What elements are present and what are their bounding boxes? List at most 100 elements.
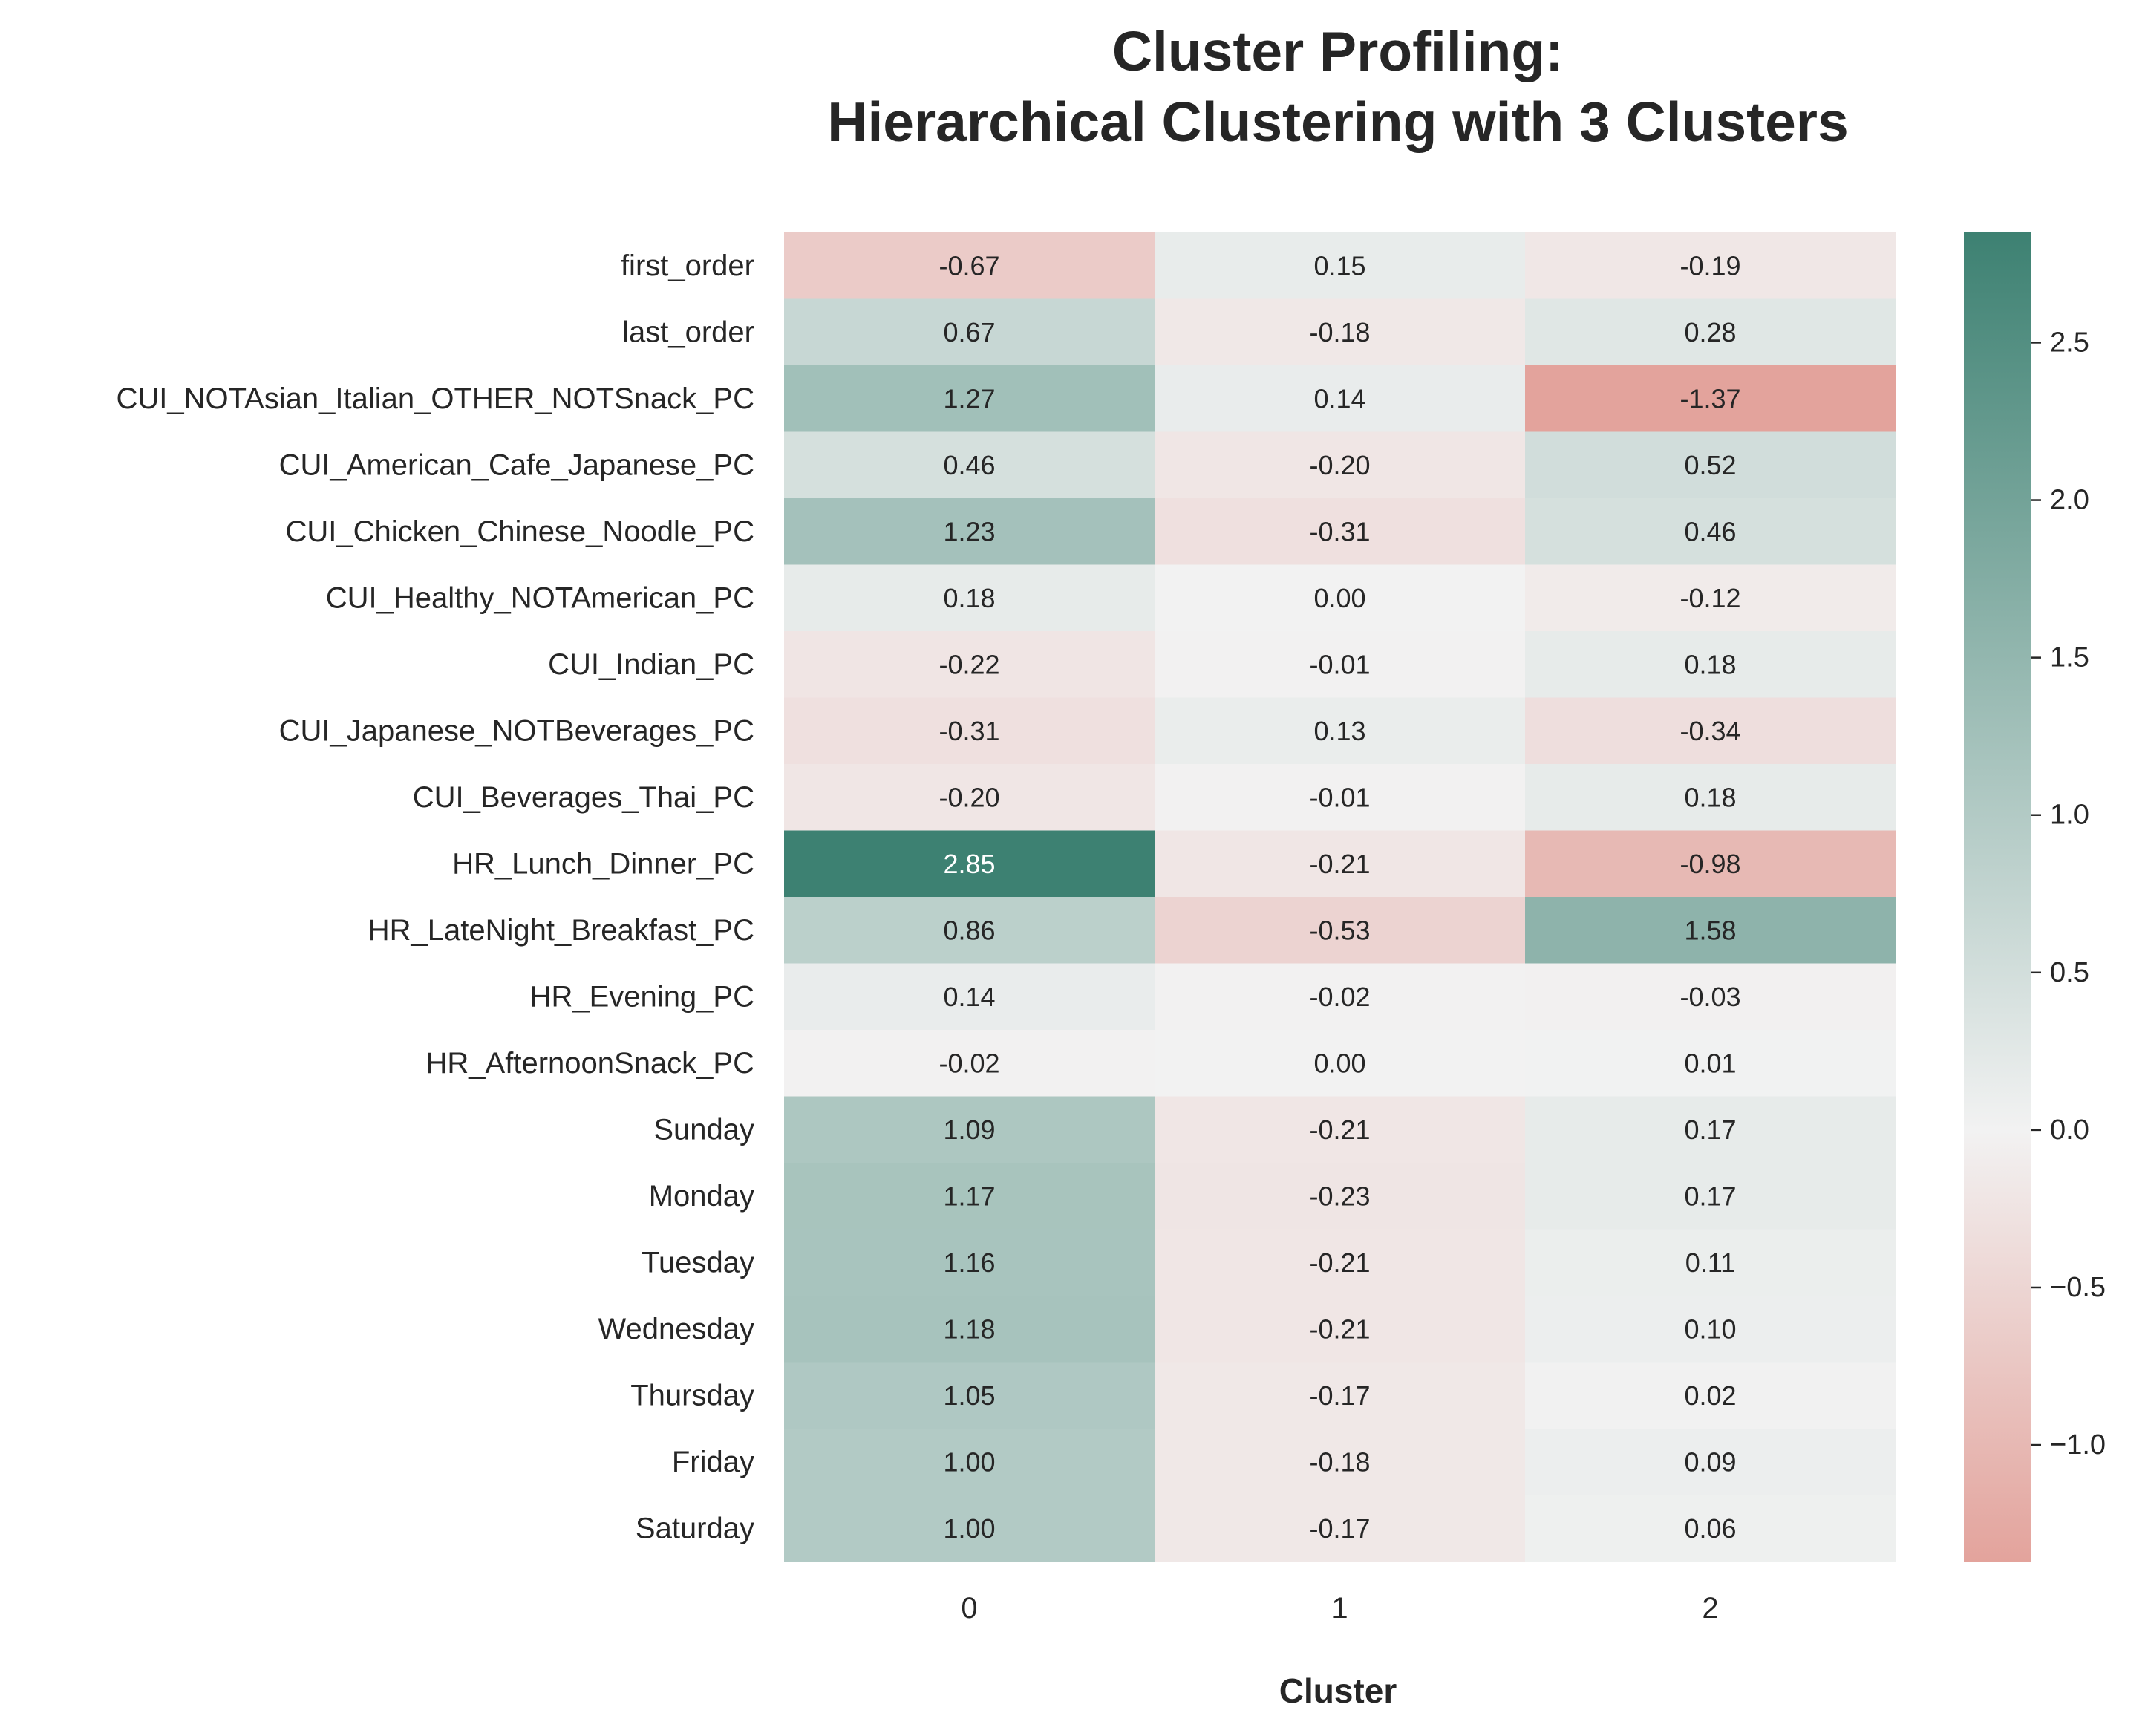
- row-tick-label: CUI_Healthy_NOTAmerican_PC: [326, 581, 754, 614]
- heatmap-cell: [784, 631, 1155, 699]
- heatmap-cell-value: 0.10: [1684, 1314, 1736, 1344]
- heatmap-cell: [784, 365, 1155, 433]
- heatmap-cell: [1525, 298, 1896, 366]
- heatmap-cell-value: 1.09: [943, 1115, 995, 1145]
- heatmap-cell: [784, 498, 1155, 566]
- heatmap-cell-value: -0.18: [1309, 317, 1370, 347]
- heatmap-cell: [784, 963, 1155, 1031]
- heatmap-cell: [784, 764, 1155, 832]
- row-tick-label: HR_AfternoonSnack_PC: [426, 1047, 754, 1080]
- column-tick-labels: 0 1 2: [961, 1592, 1718, 1625]
- heatmap-cell: [1525, 564, 1896, 632]
- heatmap-cell-value: 0.52: [1684, 450, 1736, 480]
- heatmap-cell: [1155, 431, 1526, 499]
- heatmap-cell-value: 0.00: [1313, 1048, 1365, 1078]
- heatmap-cell-value: -0.02: [938, 1048, 999, 1078]
- heatmap-cell-value: -0.22: [938, 649, 999, 679]
- heatmap-cell: [1155, 365, 1526, 433]
- heatmap-cell-value: -0.03: [1679, 982, 1740, 1012]
- row-tick-labels: first_order last_order CUI_NOTAsian_Italia…: [116, 249, 754, 1545]
- heatmap-cell-value: 1.00: [943, 1513, 995, 1544]
- heatmap-cell-value: -0.17: [1309, 1380, 1370, 1411]
- row-tick-label: first_order: [621, 249, 754, 282]
- heatmap-cell-value: -0.01: [1309, 782, 1370, 812]
- heatmap-cell: [784, 1229, 1155, 1296]
- heatmap-cell: [1155, 963, 1526, 1031]
- heatmap-cell: [784, 431, 1155, 499]
- heatmap-cell-value: 0.18: [1684, 782, 1736, 812]
- heatmap-cell-value: 1.00: [943, 1446, 995, 1477]
- heatmap-cell-value: 0.17: [1684, 1115, 1736, 1145]
- heatmap-cell-value: 0.00: [1313, 583, 1365, 613]
- heatmap-cell-value: 1.27: [943, 383, 995, 414]
- heatmap-cell: [1155, 631, 1526, 699]
- heatmap-cell: [1155, 498, 1526, 566]
- colorbar-tick-label: 0.5: [2050, 957, 2089, 988]
- heatmap-cell-value: -0.21: [1309, 1247, 1370, 1278]
- heatmap-cell-value: -0.23: [1309, 1181, 1370, 1211]
- heatmap-cell-value: 0.17: [1684, 1181, 1736, 1211]
- heatmap-cell: [1525, 631, 1896, 699]
- heatmap-cell-value: -0.12: [1679, 583, 1740, 613]
- heatmap-cell: [1155, 564, 1526, 632]
- heatmap-cell-value: -0.18: [1309, 1446, 1370, 1477]
- heatmap-cell-value: -0.34: [1679, 716, 1740, 746]
- heatmap-cell-value: 0.86: [943, 915, 995, 945]
- heatmap-cell: [1155, 764, 1526, 832]
- row-tick-label: Thursday: [630, 1379, 754, 1412]
- heatmap-cell-value: -0.98: [1679, 849, 1740, 879]
- row-tick-label: CUI_American_Cafe_Japanese_PC: [279, 448, 754, 481]
- heatmap-cell: [1525, 365, 1896, 433]
- heatmap-cell: [1155, 1296, 1526, 1363]
- heatmap-cells: [784, 232, 1896, 1562]
- heatmap-cell: [1155, 1495, 1526, 1562]
- heatmap-cell-value: -0.20: [938, 782, 999, 812]
- heatmap-cell-value: 0.28: [1684, 317, 1736, 347]
- heatmap-cell: [1525, 830, 1896, 898]
- heatmap-cell-value: 0.14: [1313, 383, 1365, 414]
- heatmap-cell-value: 0.13: [1313, 716, 1365, 746]
- colorbar-tick-label: 1.0: [2050, 800, 2089, 831]
- heatmap-cell-value: -0.20: [1309, 450, 1370, 480]
- heatmap-cell: [784, 1030, 1155, 1097]
- heatmap-cell: [1525, 431, 1896, 499]
- heatmap-cell-value: 0.06: [1684, 1513, 1736, 1544]
- heatmap-cell: [784, 232, 1155, 300]
- heatmap-cell: [784, 1495, 1155, 1562]
- row-tick-label: CUI_NOTAsian_Italian_OTHER_NOTSnack_PC: [116, 382, 754, 415]
- heatmap-cell: [784, 564, 1155, 632]
- heatmap-cell: [784, 1362, 1155, 1429]
- heatmap-cell: [784, 830, 1155, 898]
- colorbar-tick-label: 2.0: [2050, 485, 2089, 516]
- heatmap-cell: [784, 1296, 1155, 1363]
- heatmap-cell-value: 0.14: [943, 982, 995, 1012]
- heatmap-cell-value: 0.18: [943, 583, 995, 613]
- row-tick-label: CUI_Japanese_NOTBeverages_PC: [279, 714, 754, 747]
- heatmap-cell: [1525, 963, 1896, 1031]
- row-tick-label: Tuesday: [642, 1246, 754, 1279]
- heatmap-cell-value: -0.53: [1309, 915, 1370, 945]
- heatmap-cell: [1525, 1229, 1896, 1296]
- row-tick-label: CUI_Indian_PC: [548, 648, 754, 681]
- heatmap-cell: [784, 1429, 1155, 1496]
- row-tick-label: Sunday: [653, 1113, 754, 1146]
- colorbar-tick-label: −0.5: [2050, 1272, 2106, 1303]
- row-tick-label: HR_Evening_PC: [530, 980, 754, 1013]
- heatmap-cell: [1525, 1163, 1896, 1230]
- chart-title-line-2: Hierarchical Clustering with 3 Clusters: [827, 91, 1848, 153]
- heatmap-cell-labels: -0.67 0.15 -0.19 0.67 -0.18 0.28 1.27 0.14 -1.37…: [938, 250, 1740, 1544]
- heatmap-cell-value: -0.17: [1309, 1513, 1370, 1544]
- colorbar-ticks: −1.0 −0.5 0.0 0.5 1.0 1.5 2.0 2.5: [2031, 327, 2106, 1461]
- heatmap-cell-value: 1.05: [943, 1380, 995, 1411]
- heatmap-cell-value: -0.02: [1309, 982, 1370, 1012]
- heatmap-cell: [1155, 1429, 1526, 1496]
- heatmap-cell-value: 1.23: [943, 516, 995, 546]
- row-tick-label: HR_Lunch_Dinner_PC: [452, 847, 754, 880]
- heatmap-cell-value: 2.85: [943, 849, 995, 879]
- heatmap-cell-value: -0.19: [1679, 250, 1740, 281]
- heatmap-cell: [1155, 1096, 1526, 1164]
- heatmap-cell: [1525, 232, 1896, 300]
- heatmap-cell-value: -1.37: [1679, 383, 1740, 414]
